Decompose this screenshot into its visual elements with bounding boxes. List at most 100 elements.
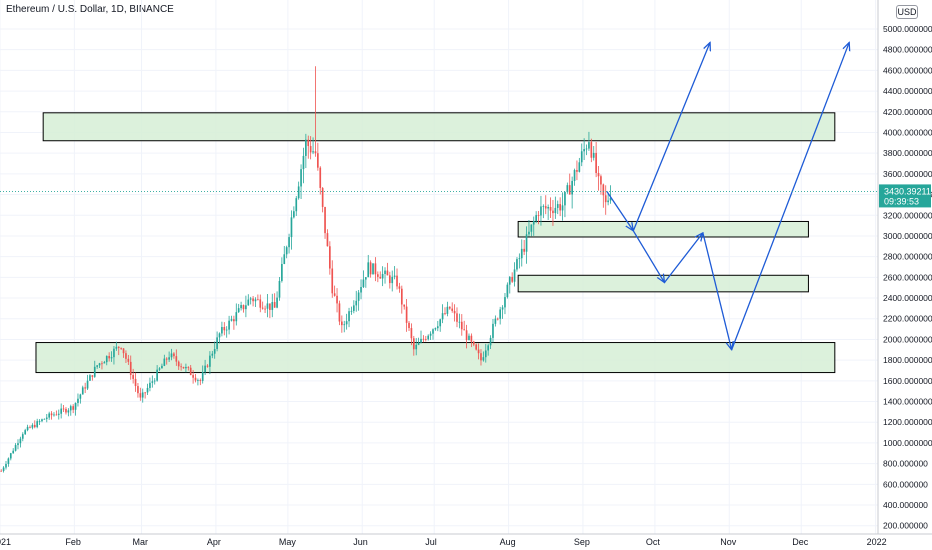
candle-body: [144, 392, 146, 394]
candle-body: [321, 187, 324, 207]
price-tick-label: 5000.000000: [883, 24, 932, 34]
candle-body: [237, 308, 240, 313]
candle-body: [12, 450, 15, 454]
candle-body: [417, 342, 420, 345]
candle-body: [345, 321, 348, 325]
candle-body: [516, 259, 518, 270]
price-tick-label: 4800.000000: [883, 45, 932, 55]
candle-body: [420, 338, 422, 343]
candle-body: [540, 206, 542, 216]
candle-body: [21, 434, 24, 439]
candle-body: [225, 329, 228, 331]
price-tick-label: 400.000000: [883, 500, 928, 510]
candle-body: [508, 276, 511, 285]
candle-body: [523, 248, 526, 252]
candle-body: [189, 367, 192, 376]
candle-body: [151, 381, 154, 383]
candle-body: [453, 310, 456, 314]
candle-body: [175, 356, 178, 362]
candle-body: [278, 280, 281, 298]
candle-body: [412, 338, 415, 350]
candle-body: [156, 369, 158, 381]
candle-body: [2, 467, 5, 471]
candle-body: [537, 215, 540, 216]
time-axis: 2021 Feb Mar Apr May Jun Jul Aug Sep Oct Nov Dec 202…: [0, 537, 887, 547]
candle-body: [14, 445, 17, 451]
candle-body: [120, 347, 122, 349]
price-tick-label: 2800.000000: [883, 252, 932, 262]
time-tick-label: Nov: [720, 537, 737, 547]
candle-body: [578, 162, 581, 172]
candle-body: [91, 375, 94, 377]
price-tick-label: 600.000000: [883, 479, 928, 489]
candle-body: [604, 195, 607, 203]
candle-body: [468, 335, 470, 341]
candle-body: [84, 387, 87, 389]
candle-body: [518, 258, 521, 260]
candle-body: [600, 176, 602, 185]
candle-body: [108, 355, 110, 359]
candle-body: [355, 300, 358, 306]
candle-body: [221, 327, 223, 334]
candle-body: [72, 406, 75, 410]
candle-body: [511, 276, 514, 282]
price-tick-label: 200.000000: [883, 521, 928, 531]
candle-body: [571, 180, 573, 195]
candle-body: [31, 424, 34, 428]
price-axis: 200.000000 400.000000 600.000000 800.000000…: [883, 24, 932, 531]
candle-body: [276, 297, 278, 308]
candle-body: [149, 382, 151, 388]
candle-body: [427, 335, 430, 340]
current-price-value: 3430.392119: [884, 186, 932, 196]
price-tick-label: 3800.000000: [883, 148, 932, 158]
zone-support-2: [517, 274, 809, 293]
candle-body: [38, 421, 41, 422]
candle-body: [206, 365, 209, 367]
candle-body: [590, 142, 593, 158]
candle-body: [484, 350, 487, 358]
candle-body: [185, 366, 187, 369]
candle-body: [139, 393, 142, 398]
candle-body: [329, 246, 331, 269]
candle-body: [281, 263, 283, 281]
price-tick-label: 2400.000000: [883, 293, 932, 303]
time-tick-label: Sep: [574, 537, 590, 547]
candle-body: [376, 274, 379, 277]
projection-arrow-path-1: [606, 191, 633, 230]
projection-arrow-path-2: [731, 42, 850, 351]
time-tick-label: 2022: [867, 537, 887, 547]
candle-body: [264, 308, 266, 310]
candle-body: [331, 268, 334, 294]
candle-body: [300, 169, 302, 187]
candle-body: [103, 362, 106, 364]
price-tick-label: 1800.000000: [883, 355, 932, 365]
candle-body: [494, 318, 497, 324]
candle-body: [295, 198, 298, 212]
candle-body: [352, 305, 355, 311]
candle-body: [451, 308, 454, 311]
candle-body: [477, 349, 480, 354]
candle-body: [348, 311, 350, 322]
candle-body: [559, 204, 561, 211]
time-tick-label: 2021: [0, 537, 11, 547]
candle-body: [115, 346, 118, 349]
candle-body: [273, 302, 276, 308]
candle-body: [33, 424, 36, 428]
candle-body: [487, 345, 490, 351]
zones: [35, 112, 836, 374]
candle-body: [266, 303, 269, 309]
currency-badge[interactable]: USD: [896, 5, 918, 19]
price-tick-label: 3000.000000: [883, 231, 932, 241]
candle-body: [240, 305, 242, 309]
candle-body: [458, 321, 461, 323]
candle-body: [528, 231, 530, 235]
candle-body: [444, 313, 446, 314]
candle-body: [432, 329, 434, 334]
candle-body: [230, 319, 233, 321]
candle-body: [36, 421, 39, 428]
time-tick-label: Feb: [65, 537, 81, 547]
candle-body: [302, 155, 305, 170]
candle-body: [89, 375, 91, 381]
price-tick-label: 2600.000000: [883, 272, 932, 282]
